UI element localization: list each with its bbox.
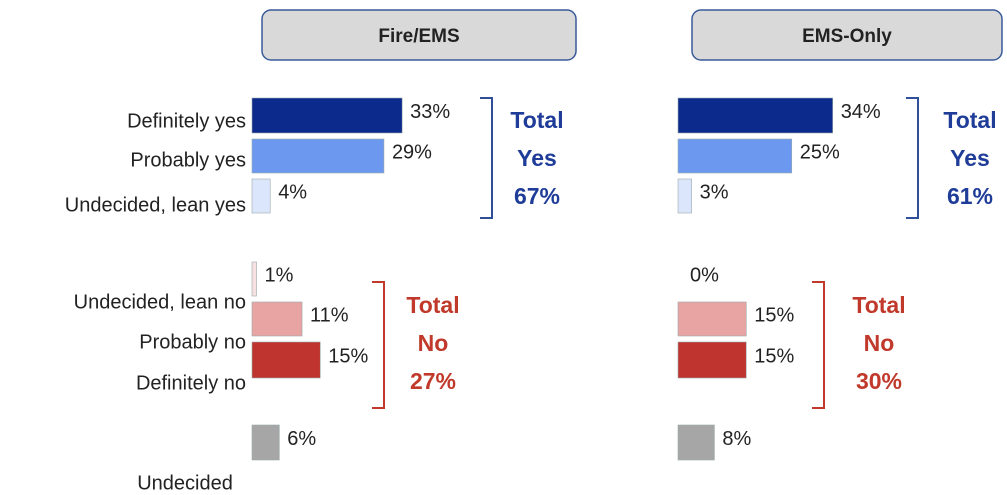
total-yes: Total [510,107,563,133]
total-yes: Total [943,107,996,133]
value-label: 11% [310,304,349,326]
value-label: 4% [278,181,307,203]
category-label: Definitely no [136,372,246,394]
value-label: 15% [754,304,794,326]
bracket [480,97,493,219]
value-label: 6% [287,428,316,450]
total-no: 30% [856,368,902,394]
value-label: 25% [800,141,840,163]
category-label: Undecided, lean yes [65,194,246,216]
bracket [812,281,825,409]
bracket [906,97,919,219]
total-no: No [864,330,895,356]
bar [677,301,747,337]
total-no: No [418,330,449,356]
chart-title: Fire/EMS [378,26,459,47]
bar [677,138,793,174]
total-yes: Yes [950,145,990,171]
value-label: 34% [841,101,881,123]
bar [251,178,271,214]
total-no: 27% [410,368,456,394]
total-yes: 61% [947,183,993,209]
value-label: 1% [265,264,294,286]
total-no: Total [406,292,459,318]
value-label: 3% [700,181,729,203]
bracket [372,281,385,409]
bar [251,424,280,461]
bar [251,97,403,134]
bar [251,341,321,379]
bar [251,261,257,297]
bar [251,301,303,337]
value-label: 0% [690,264,719,286]
category-label: Probably yes [130,149,246,171]
bar [677,178,692,214]
total-no: Total [852,292,905,318]
bar [677,341,747,379]
chart-title: EMS-Only [802,26,892,47]
title-box [691,9,1003,61]
value-label: 15% [754,345,794,367]
total-yes: 67% [514,183,560,209]
title-box [261,9,577,61]
value-label: 8% [722,428,751,450]
category-label: Undecided [137,472,233,494]
bar [677,97,833,134]
bar [677,424,715,461]
total-yes: Yes [517,145,557,171]
value-label: 29% [392,141,432,163]
category-label: Undecided, lean no [74,291,246,313]
value-label: 33% [410,101,450,123]
bar [251,138,385,174]
value-label: 15% [328,345,368,367]
category-label: Probably no [139,331,246,353]
category-label: Definitely yes [127,110,246,132]
